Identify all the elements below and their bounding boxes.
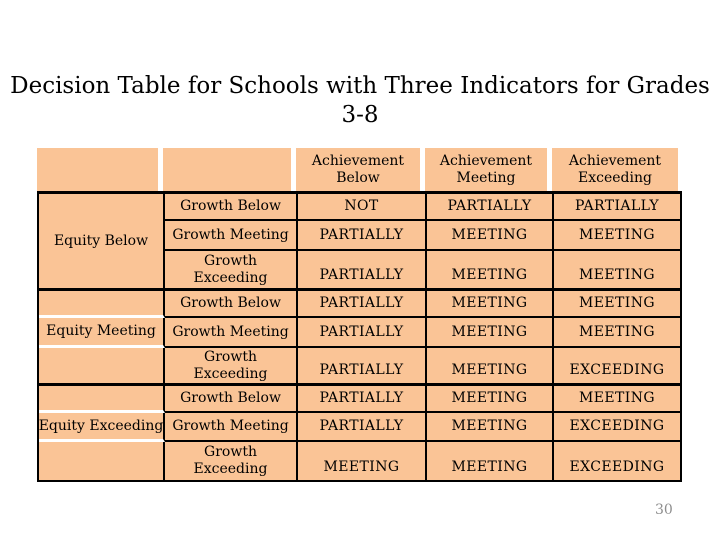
growth-label-cell: Growth Meeting xyxy=(165,413,298,442)
value-cell: MEETING xyxy=(554,291,680,318)
value-cell: EXCEEDING xyxy=(554,442,680,480)
growth-label-cell: Growth Exceeding xyxy=(165,251,298,291)
slide-title: Decision Table for Schools with Three In… xyxy=(0,72,720,130)
header-blank-growth-cell xyxy=(163,148,296,191)
equity-label-cell: Equity Meeting xyxy=(39,318,165,348)
value-cell: MEETING xyxy=(427,291,554,318)
value-cell: PARTIALLY xyxy=(298,386,427,413)
value-cell: PARTIALLY xyxy=(298,413,427,442)
value-cell: PARTIALLY xyxy=(298,221,427,251)
equity-blank-cell xyxy=(39,442,165,480)
value-cell: MEETING xyxy=(427,221,554,251)
value-cell: MEETING xyxy=(427,318,554,348)
column-header-achievement-exceeding: Achievement Exceeding xyxy=(552,148,678,191)
value-cell: MEETING xyxy=(554,221,680,251)
growth-label-cell: Growth Below xyxy=(165,386,298,413)
value-cell: MEETING xyxy=(427,386,554,413)
equity-blank-cell xyxy=(39,291,165,318)
value-cell: MEETING xyxy=(427,413,554,442)
table-body: Equity Below Growth Below NOT PARTIALLY … xyxy=(37,191,682,482)
column-header-label: Achievement Meeting xyxy=(439,152,533,186)
value-cell: EXCEEDING xyxy=(554,413,680,442)
value-cell: MEETING xyxy=(427,251,554,291)
column-header-achievement-meeting: Achievement Meeting xyxy=(425,148,552,191)
value-cell: MEETING xyxy=(427,442,554,480)
growth-label-cell: Growth Below xyxy=(165,194,298,221)
value-cell: MEETING xyxy=(554,251,680,291)
value-cell: PARTIALLY xyxy=(298,291,427,318)
equity-label-cell: Equity Exceeding xyxy=(39,413,165,442)
growth-label-cell: Growth Meeting xyxy=(165,318,298,348)
growth-label-cell: Growth Exceeding xyxy=(165,348,298,386)
growth-label-cell: Growth Below xyxy=(165,291,298,318)
value-cell: PARTIALLY xyxy=(427,194,554,221)
slide-title-line2: 3-8 xyxy=(341,102,379,128)
value-cell: NOT xyxy=(298,194,427,221)
value-cell: PARTIALLY xyxy=(298,318,427,348)
growth-label-cell: Growth Meeting xyxy=(165,221,298,251)
page-number: 30 xyxy=(655,502,673,518)
header-blank-equity-cell xyxy=(37,148,163,191)
value-cell: PARTIALLY xyxy=(298,251,427,291)
column-header-achievement-below: Achievement Below xyxy=(296,148,425,191)
value-cell: EXCEEDING xyxy=(554,348,680,386)
table-header-row: Achievement Below Achievement Meeting Ac… xyxy=(37,148,682,191)
value-cell: PARTIALLY xyxy=(298,348,427,386)
column-header-label: Achievement Exceeding xyxy=(568,152,662,186)
column-header-label: Achievement Below xyxy=(311,152,405,186)
equity-blank-cell xyxy=(39,386,165,413)
value-cell: MEETING xyxy=(427,348,554,386)
decision-table: Achievement Below Achievement Meeting Ac… xyxy=(37,148,682,482)
equity-blank-cell xyxy=(39,348,165,386)
slide-title-line1: Decision Table for Schools with Three In… xyxy=(10,73,710,99)
value-cell: MEETING xyxy=(554,386,680,413)
growth-label-cell: Growth Exceeding xyxy=(165,442,298,480)
value-cell: PARTIALLY xyxy=(554,194,680,221)
value-cell: MEETING xyxy=(298,442,427,480)
value-cell: MEETING xyxy=(554,318,680,348)
equity-label-cell: Equity Below xyxy=(39,194,165,291)
